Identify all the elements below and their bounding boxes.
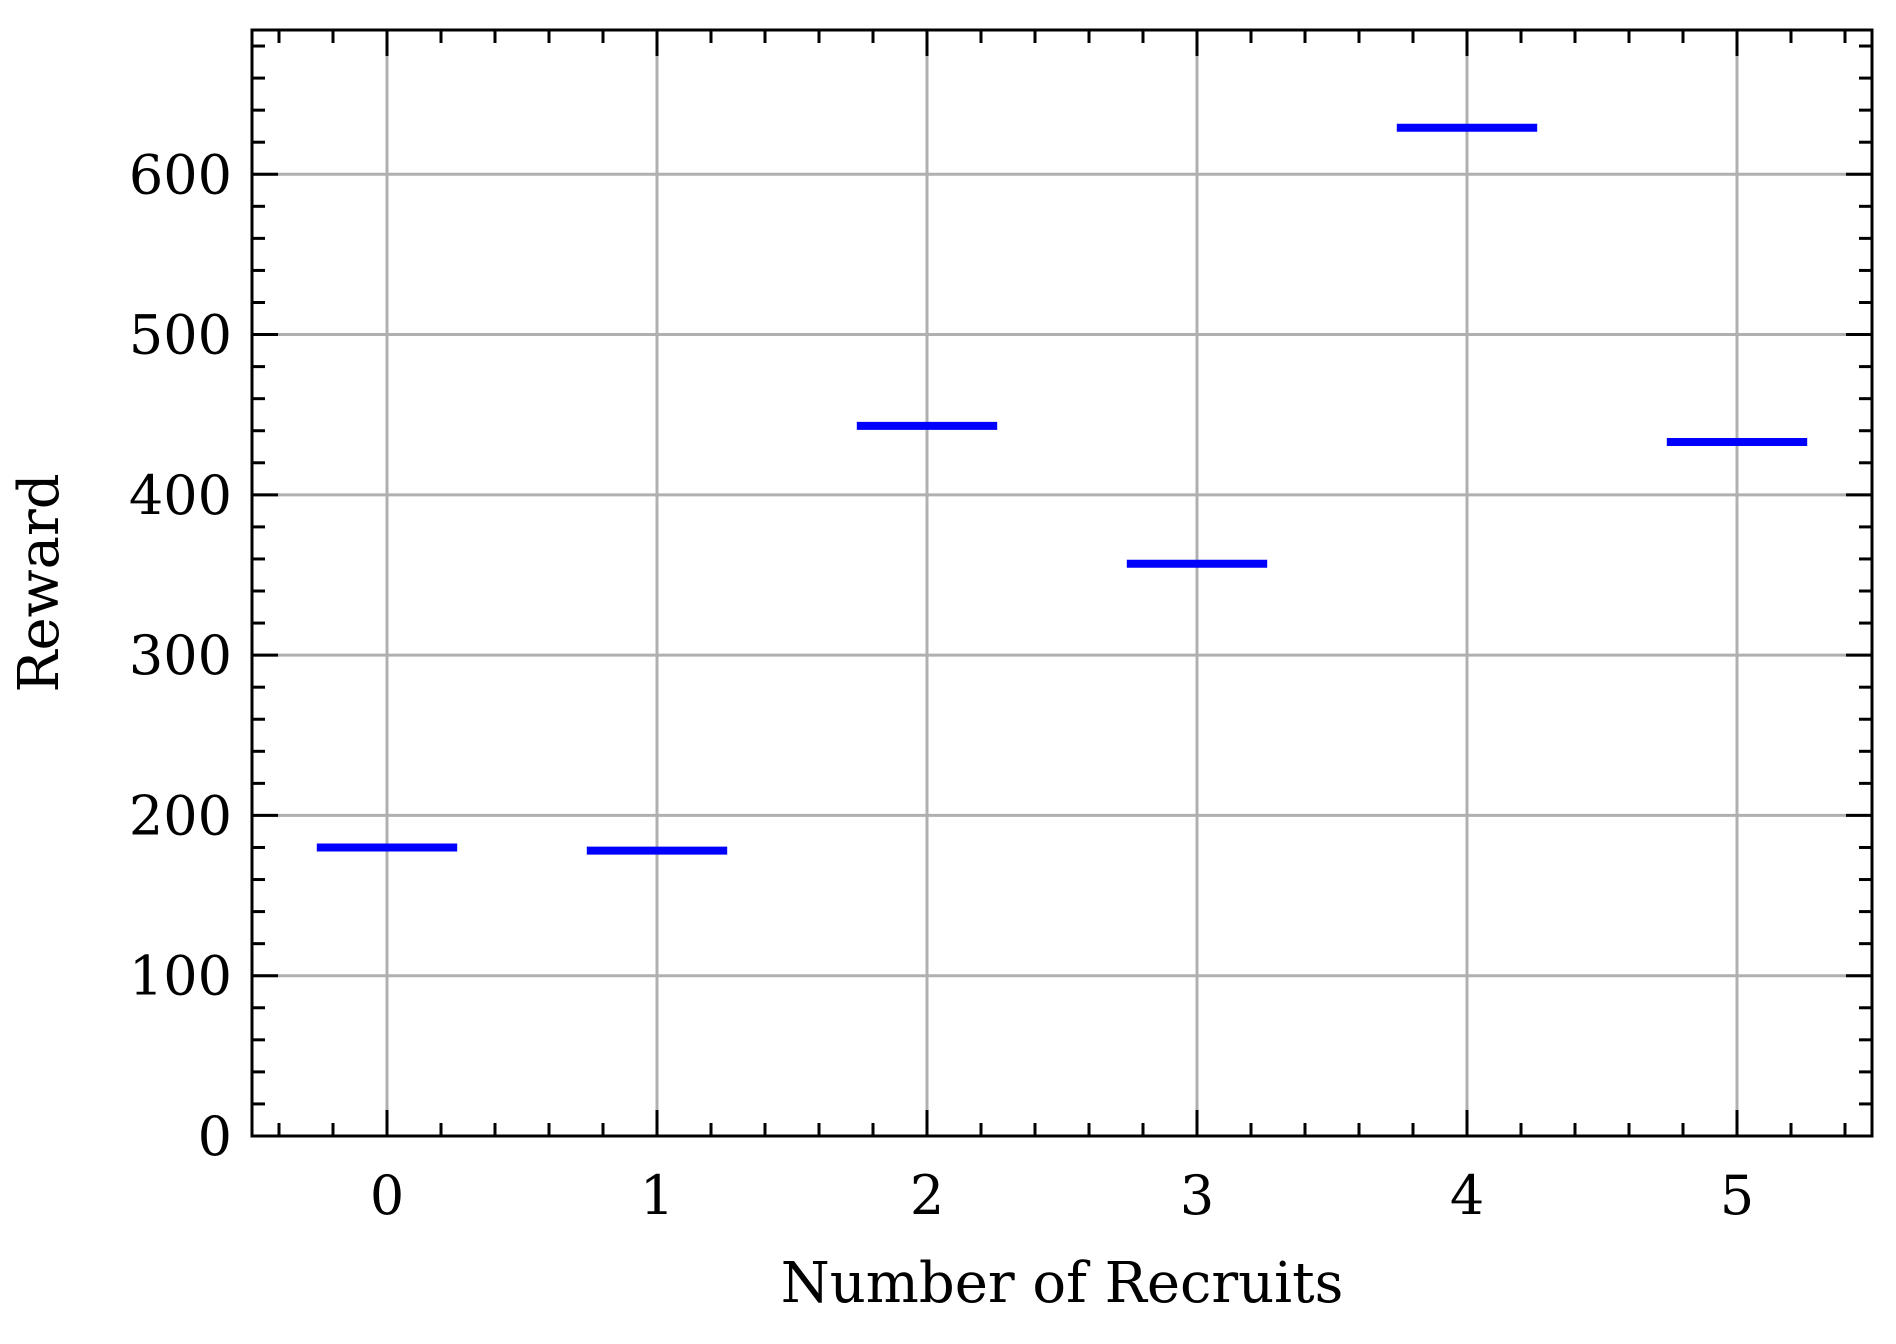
y-tick-label: 0 (198, 1105, 232, 1168)
y-tick-label: 100 (129, 945, 232, 1008)
x-tick-label: 5 (1720, 1164, 1754, 1227)
grid (252, 30, 1872, 1136)
x-tick-label: 3 (1180, 1164, 1214, 1227)
x-tick-label: 2 (910, 1164, 944, 1227)
y-axis-label: Reward (7, 473, 72, 692)
y-tick-label: 200 (129, 784, 232, 847)
x-axis-label: Number of Recruits (781, 1251, 1344, 1316)
data-marks (316, 123, 1808, 855)
ticks (252, 30, 1872, 1138)
y-tick-label: 300 (129, 624, 232, 687)
plot-frame (250, 28, 1874, 1138)
x-tick-label: 0 (370, 1164, 404, 1227)
x-tick-label: 1 (640, 1164, 674, 1227)
y-tick-label: 600 (129, 143, 232, 206)
y-tick-label: 400 (129, 464, 232, 527)
tick-labels: 0 1 2 3 4 5 0 100 200 300 400 500 600 (129, 143, 1754, 1227)
x-tick-label: 4 (1450, 1164, 1484, 1227)
y-tick-label: 500 (129, 304, 232, 367)
